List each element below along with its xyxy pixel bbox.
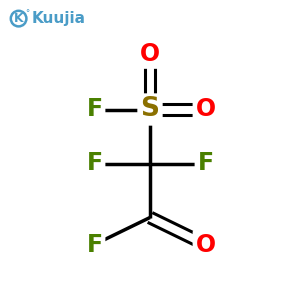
Text: F: F bbox=[86, 98, 103, 122]
Text: F: F bbox=[86, 152, 103, 176]
Text: O: O bbox=[140, 42, 160, 66]
Text: S: S bbox=[140, 97, 160, 122]
Text: O: O bbox=[195, 232, 216, 256]
Text: O: O bbox=[195, 98, 216, 122]
Text: Kuujia: Kuujia bbox=[32, 11, 86, 26]
Text: K: K bbox=[14, 12, 23, 25]
Text: °: ° bbox=[25, 9, 29, 18]
Text: F: F bbox=[86, 232, 103, 256]
Text: F: F bbox=[197, 152, 214, 176]
